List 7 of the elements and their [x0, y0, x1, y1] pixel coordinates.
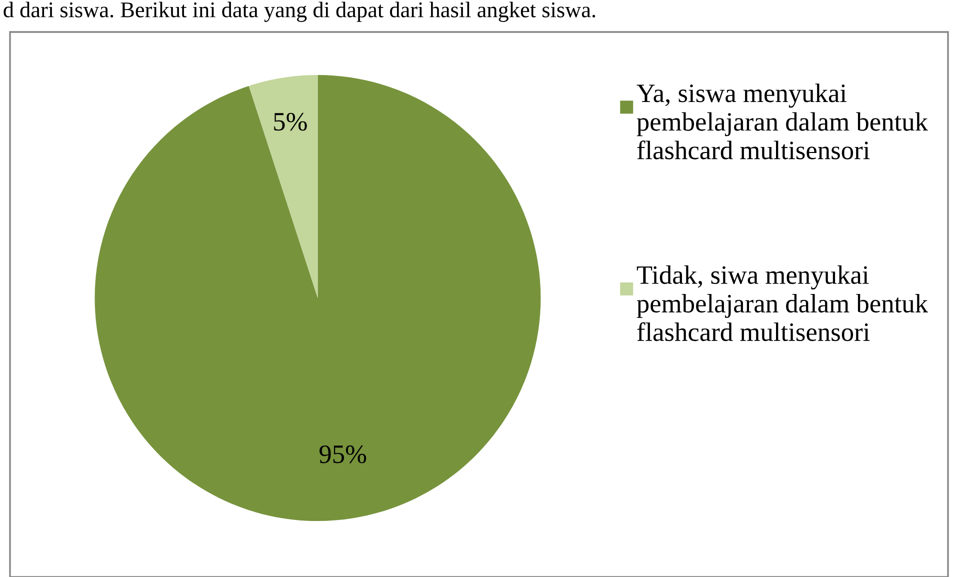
legend-label: Ya, siswa menyukai pembelajaran dalam bentuk flashcard multisensori: [636, 84, 928, 160]
pie-slice: [248, 75, 318, 298]
pie-slice: [94, 75, 541, 521]
data-label: 5%: [274, 112, 307, 131]
legend-label: Tidak, siwa menyukai pembelajaran dalam bentuk flashcard multisensori: [636, 265, 928, 342]
text: d dari siswa. Berikut ini data yang di dapat dari hasil angket siswa.: [4, 2, 596, 22]
data-label: 95%: [320, 445, 366, 464]
